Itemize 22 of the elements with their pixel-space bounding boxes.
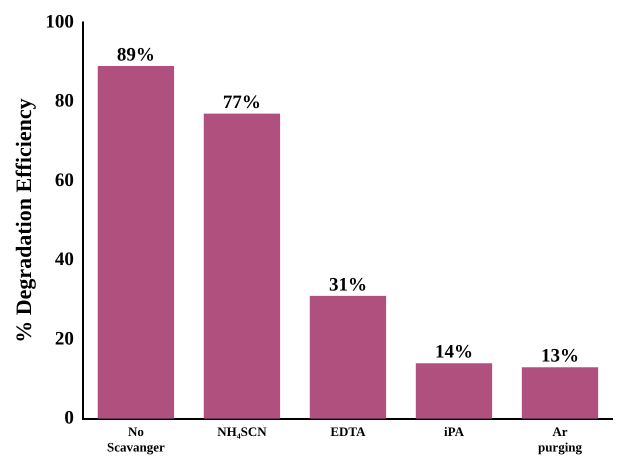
data-label: 89%: [116, 44, 155, 66]
y-tick-label: 100: [45, 11, 74, 32]
y-tick-label: 40: [54, 249, 74, 270]
y-tick-label: 0: [64, 408, 74, 429]
y-tick-label: 80: [54, 90, 74, 112]
y-tick-label: 20: [54, 328, 74, 350]
bar: [416, 363, 492, 419]
bar: [98, 66, 174, 419]
data-label: 77%: [222, 92, 261, 113]
y-tick-label: 60: [54, 170, 74, 191]
data-label: 14%: [434, 342, 473, 363]
x-tick-label: Ar purging: [538, 424, 583, 455]
x-tick-label: EDTA: [330, 424, 366, 439]
bar: [204, 114, 280, 419]
x-tick-label: iPA: [444, 424, 465, 439]
y-axis-title: % Degradation Efficiency: [10, 98, 36, 343]
bar: [522, 367, 598, 419]
x-tick-label: NH₄SCN: [217, 424, 268, 439]
data-label: 31%: [328, 274, 367, 296]
bar: [310, 296, 386, 419]
data-label: 13%: [540, 346, 579, 367]
x-tick-label: No Scavanger: [107, 424, 166, 455]
